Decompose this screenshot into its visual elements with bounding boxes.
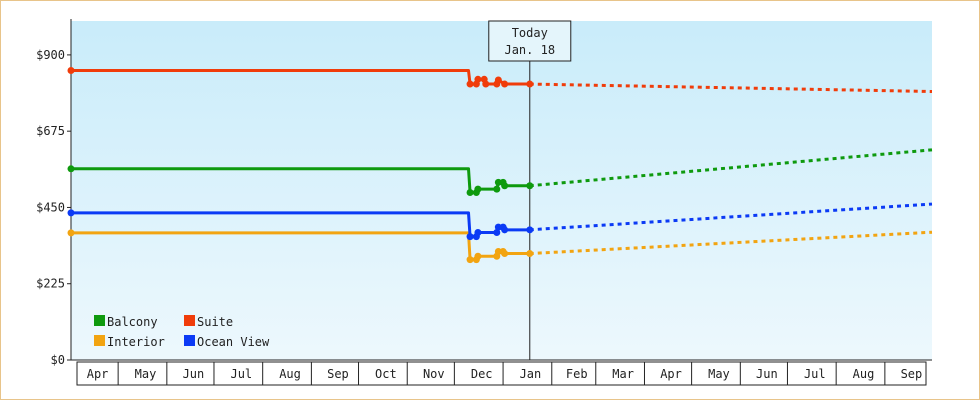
data-point-ocean-view [526, 226, 534, 234]
series-forecast-interior [529, 230, 933, 256]
data-point-suite [526, 80, 534, 88]
x-tick-label: May [708, 367, 730, 381]
x-tick-label: Oct [375, 367, 397, 381]
data-point-balcony [493, 185, 501, 193]
data-point-ocean-view [493, 229, 501, 237]
x-tick-label: Mar [612, 367, 634, 381]
x-axis-box [76, 361, 927, 386]
data-point-ocean-view [474, 229, 482, 237]
y-tick-label: $675 [36, 124, 65, 138]
series-forecast-ocean-view [529, 202, 933, 232]
x-tick-label: Feb [566, 367, 588, 381]
data-point-interior [526, 250, 534, 258]
series-forecast-suite [529, 82, 933, 94]
y-tick-label: $0 [51, 353, 65, 367]
y-tick-label: $225 [36, 277, 65, 291]
data-point-balcony [501, 182, 509, 190]
data-point-ocean-view [466, 233, 474, 241]
x-tick-label: Jul [230, 367, 252, 381]
data-point-suite [466, 80, 474, 88]
data-point-balcony [67, 165, 75, 173]
data-point-balcony [474, 185, 482, 193]
legend-swatch [184, 335, 195, 346]
data-point-interior [501, 250, 509, 258]
today-date-label: Jan. 18 [504, 43, 555, 57]
legend-label: Ocean View [197, 335, 270, 349]
legend-label: Interior [107, 335, 165, 349]
x-tick-label: Apr [87, 367, 109, 381]
data-point-suite [501, 80, 509, 88]
x-tick-label: May [135, 367, 157, 381]
today-label: Today [512, 26, 548, 40]
data-point-ocean-view [501, 226, 509, 234]
legend-swatch [94, 335, 105, 346]
x-tick-label: Sep [901, 367, 923, 381]
data-point-suite [482, 80, 490, 88]
data-point-suite [67, 66, 75, 74]
legend-label: Suite [197, 315, 233, 329]
data-point-balcony [466, 189, 474, 197]
data-point-interior [67, 229, 75, 237]
x-tick-label: Jun [756, 367, 778, 381]
x-tick-label: Apr [660, 367, 682, 381]
x-tick-label: Jan [520, 367, 542, 381]
data-point-ocean-view [67, 209, 75, 217]
data-point-suite [474, 75, 482, 83]
y-tick-label: $450 [36, 200, 65, 214]
data-point-suite [494, 76, 502, 84]
data-point-balcony [526, 182, 534, 190]
x-tick-label: Nov [423, 367, 445, 381]
legend-swatch [184, 315, 195, 326]
plot-background [71, 21, 932, 360]
data-point-interior [474, 252, 482, 260]
x-tick-label: Sep [327, 367, 349, 381]
y-tick-label: $900 [36, 48, 65, 62]
today-label-box [488, 20, 572, 62]
x-tick-label: Dec [471, 367, 493, 381]
x-tick-label: Aug [853, 367, 875, 381]
legend-swatch [94, 315, 105, 326]
series-forecast-balcony [529, 148, 933, 188]
x-tick-label: Jul [804, 367, 826, 381]
x-tick-label: Aug [279, 367, 301, 381]
x-tick-label: Jun [183, 367, 205, 381]
data-point-interior [466, 256, 474, 264]
legend-label: Balcony [107, 315, 158, 329]
